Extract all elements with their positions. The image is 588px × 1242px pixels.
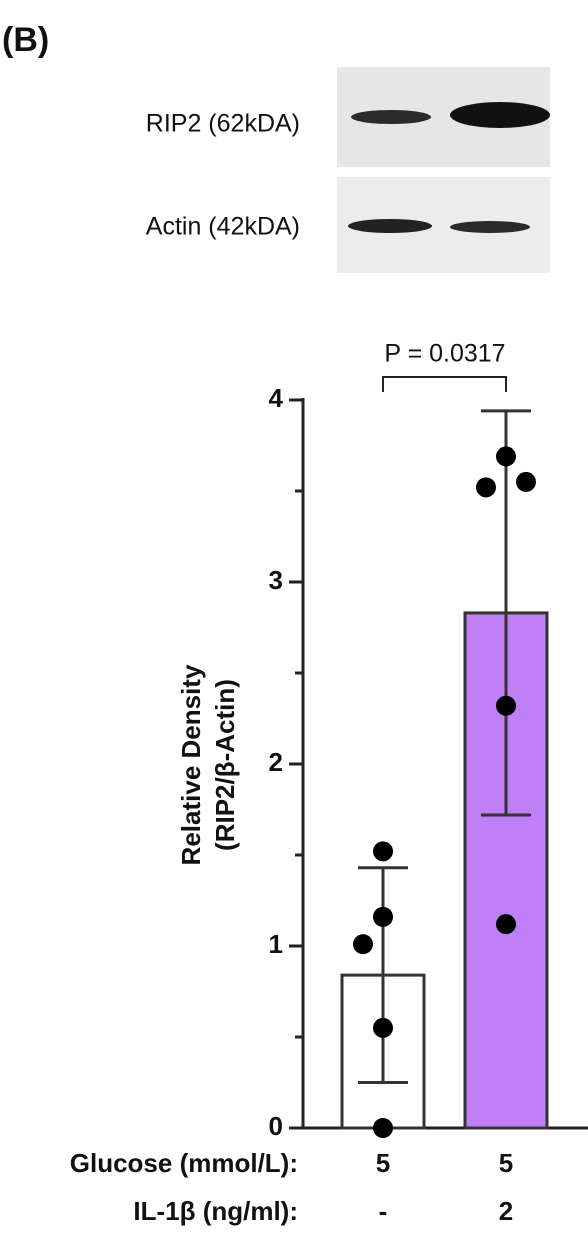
y-axis-title-line: (RIP2/β-Actin) — [210, 679, 240, 851]
data-point — [496, 914, 516, 935]
y-axis-title-line: Relative Density — [176, 664, 206, 865]
x-row-label: Glucose (mmol/L): — [70, 1148, 298, 1178]
data-point — [476, 477, 496, 498]
y-tick-label: 0 — [269, 1111, 283, 1141]
y-tick-label: 3 — [269, 565, 283, 595]
blot-band — [450, 102, 550, 128]
x-row-value: 5 — [499, 1148, 513, 1178]
data-point — [373, 1017, 393, 1038]
data-point — [496, 695, 516, 716]
panel-label: (B) — [2, 21, 49, 59]
blot-label: Actin (42kDA) — [146, 213, 300, 241]
y-axis-title: Relative Density (RIP2/β-Actin) — [176, 664, 240, 865]
blot-band — [348, 219, 432, 233]
data-point — [373, 841, 393, 862]
y-tick-label: 2 — [269, 747, 283, 777]
x-row-value: 5 — [376, 1148, 390, 1178]
x-row-label: IL-1β (ng/ml): — [133, 1196, 298, 1226]
data-point — [373, 1118, 393, 1138]
significance-bracket — [382, 376, 507, 392]
x-row-value: 2 — [499, 1196, 513, 1226]
y-tick-label: 4 — [269, 383, 284, 413]
blot-label: RIP2 (62kDA) — [146, 110, 300, 138]
blot-band — [450, 221, 530, 233]
data-point — [353, 934, 373, 955]
significance-label: P = 0.0317 — [384, 340, 505, 368]
data-point — [496, 446, 516, 467]
data-point — [373, 906, 393, 927]
data-point — [516, 471, 536, 492]
y-tick-label: 1 — [269, 929, 283, 959]
blot-band — [351, 110, 431, 124]
x-row-value: - — [379, 1196, 388, 1226]
